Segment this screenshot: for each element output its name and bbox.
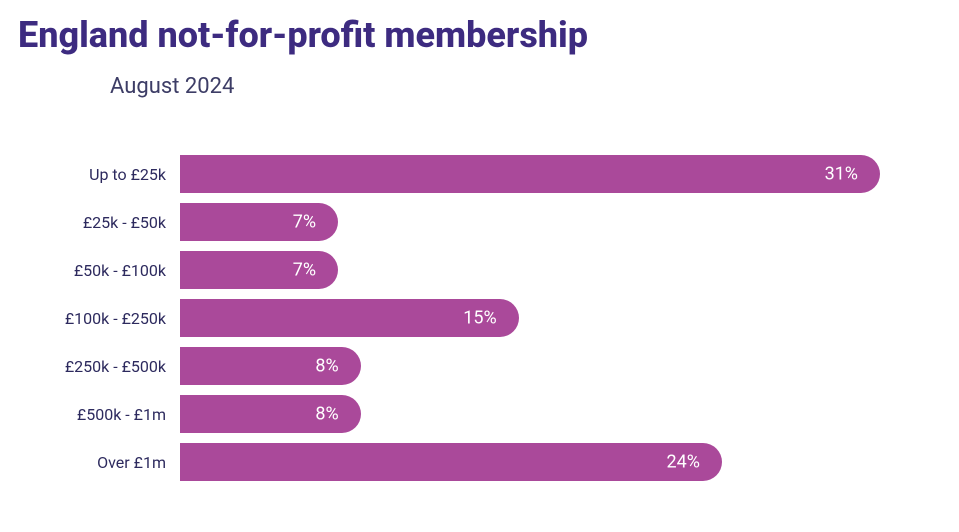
bar-area: 31% xyxy=(180,150,959,198)
chart-row: £500k - £1m 8% xyxy=(0,390,959,438)
bar-value-label: 8% xyxy=(315,404,338,425)
bar-value-label: 8% xyxy=(315,356,338,377)
bar-value-label: 15% xyxy=(463,308,496,329)
bar-area: 8% xyxy=(180,342,959,390)
membership-bar-chart: Up to £25k 31% £25k - £50k 7% £50k - £100k 7%… xyxy=(0,150,959,486)
bar xyxy=(180,443,722,481)
bar-area: 7% xyxy=(180,198,959,246)
y-axis-label: £100k - £250k xyxy=(0,309,180,328)
chart-row: £25k - £50k 7% xyxy=(0,198,959,246)
y-axis-label: £500k - £1m xyxy=(0,405,180,424)
bar-area: 15% xyxy=(180,294,959,342)
bar-value-label: 24% xyxy=(667,452,700,473)
chart-row: Up to £25k 31% xyxy=(0,150,959,198)
y-axis-label: Over £1m xyxy=(0,453,180,472)
subtitle: August 2024 xyxy=(0,56,959,99)
bar-area: 7% xyxy=(180,246,959,294)
bar-area: 8% xyxy=(180,390,959,438)
bar-value-label: 31% xyxy=(825,164,858,185)
bar-value-label: 7% xyxy=(293,212,316,233)
chart-row: Over £1m 24% xyxy=(0,438,959,486)
chart-row: £50k - £100k 7% xyxy=(0,246,959,294)
chart-row: £250k - £500k 8% xyxy=(0,342,959,390)
y-axis-label: Up to £25k xyxy=(0,165,180,184)
bar-value-label: 7% xyxy=(293,260,316,281)
y-axis-label: £250k - £500k xyxy=(0,357,180,376)
y-axis-label: £50k - £100k xyxy=(0,261,180,280)
bar-area: 24% xyxy=(180,438,959,486)
y-axis-label: £25k - £50k xyxy=(0,213,180,232)
page-title: England not-for-profit membership xyxy=(0,0,959,56)
bar xyxy=(180,155,880,193)
chart-row: £100k - £250k 15% xyxy=(0,294,959,342)
